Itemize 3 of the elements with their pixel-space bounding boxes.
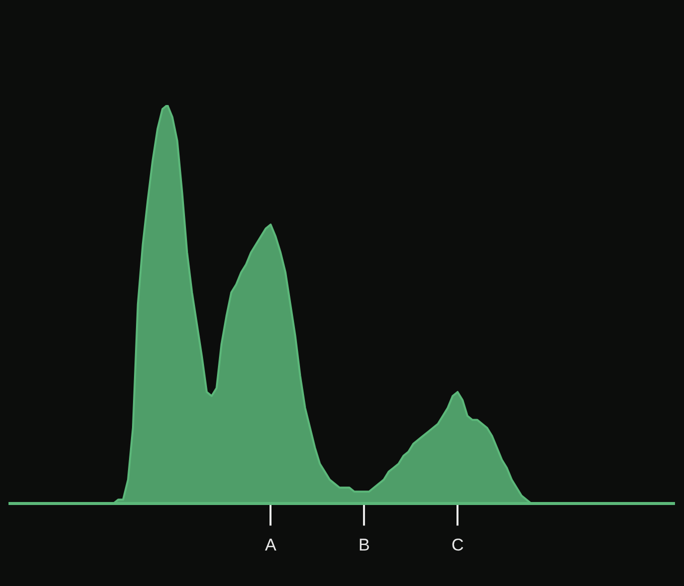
x-tick-label: C	[451, 535, 464, 554]
x-tick-label: B	[358, 535, 370, 554]
x-tick-label: A	[265, 535, 278, 554]
